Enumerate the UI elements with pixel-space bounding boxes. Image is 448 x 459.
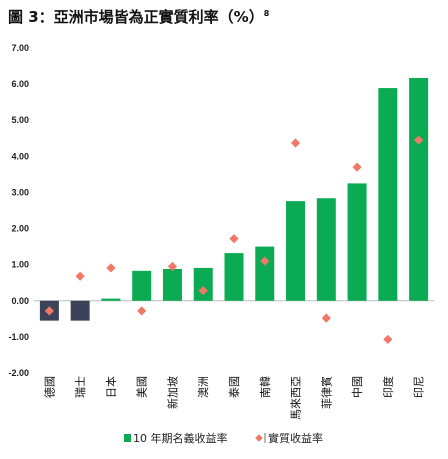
point-real-yield (106, 263, 116, 273)
bar-nominal-yield (193, 267, 213, 301)
category-label: 中國 (351, 376, 364, 398)
point-real-yield (414, 135, 424, 145)
category-label: 馬來西亞 (290, 376, 303, 420)
point-real-yield (167, 261, 178, 272)
category-label: 瑞士 (73, 376, 87, 398)
bar-nominal-yield (162, 269, 182, 301)
y-tick-label: -1.00 (8, 332, 29, 342)
category-label: 澳洲 (197, 376, 210, 398)
point-real-yield (137, 306, 147, 316)
bar-nominal-yield (378, 88, 398, 301)
category-label: 印尼 (413, 376, 426, 398)
legend-swatch-real (255, 434, 263, 442)
bar-nominal-yield (132, 270, 152, 301)
point-real-yield (352, 162, 362, 172)
bar-nominal-yield (286, 201, 306, 301)
point-real-yield (260, 256, 270, 266)
point-real-yield (44, 306, 54, 316)
bar-nominal-yield (70, 300, 90, 321)
y-tick-label: 6.00 (11, 79, 29, 89)
legend-label-real: 實質收益率 (268, 431, 323, 445)
category-label: 美國 (136, 376, 149, 398)
point-real-yield (290, 138, 301, 148)
category-label: 南韓 (259, 376, 272, 398)
bar-nominal-yield (409, 77, 429, 301)
bar-nominal-yield (255, 246, 275, 301)
bar-nominal-yield (224, 253, 244, 301)
y-tick-label: 4.00 (11, 151, 29, 161)
bar-nominal-yield (101, 298, 121, 301)
chart-title: 圖 3：亞洲市場皆為正實質利率（%）8 (8, 6, 269, 27)
y-tick-label: -2.00 (8, 368, 29, 378)
point-real-yield (321, 313, 331, 323)
y-tick-label: 5.00 (11, 115, 29, 125)
bar-nominal-yield (347, 183, 367, 301)
category-label: 泰國 (227, 376, 241, 398)
y-tick-label: 1.00 (11, 260, 29, 270)
y-tick-label: 0.00 (11, 296, 29, 306)
bar-nominal-yield (316, 198, 336, 301)
y-tick-label: 2.00 (11, 224, 29, 234)
footnote-mark: 8 (263, 9, 270, 18)
legend-label-nominal: 10 年期名義收益率 (133, 431, 228, 445)
chart-title-text: 圖 3：亞洲市場皆為正實質利率（%） (8, 8, 264, 26)
category-label: 德國 (42, 376, 56, 398)
category-label: 新加坡 (165, 376, 179, 409)
y-tick-label: 3.00 (11, 187, 29, 197)
category-label: 菲律賓 (319, 376, 333, 409)
point-real-yield (229, 234, 239, 244)
y-tick-label: 7.00 (11, 43, 29, 53)
point-real-yield (75, 271, 85, 281)
point-real-yield (198, 286, 208, 296)
category-label: 日本 (104, 376, 118, 398)
point-real-yield (383, 334, 393, 345)
category-label: 印度 (381, 376, 395, 398)
legend-swatch-nominal (124, 434, 131, 442)
